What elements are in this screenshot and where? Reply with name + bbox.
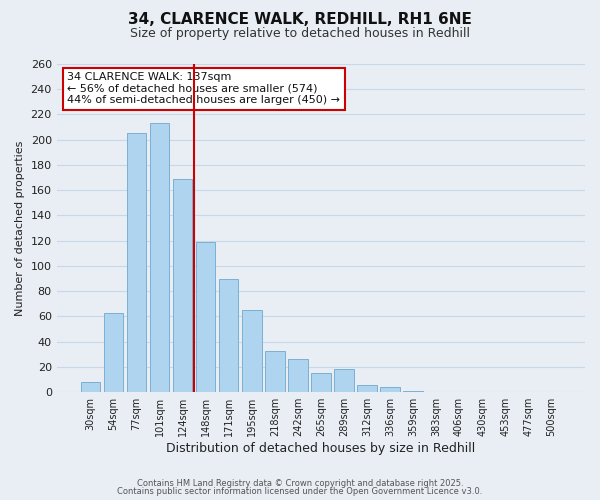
Bar	[80, 382, 100, 392]
Bar	[219, 278, 238, 392]
Bar	[242, 310, 262, 392]
Bar	[380, 387, 400, 392]
Bar	[357, 384, 377, 392]
Bar	[265, 350, 284, 392]
Bar	[311, 374, 331, 392]
Bar	[150, 124, 169, 392]
X-axis label: Distribution of detached houses by size in Redhill: Distribution of detached houses by size …	[166, 442, 475, 455]
Y-axis label: Number of detached properties: Number of detached properties	[15, 140, 25, 316]
Bar	[403, 391, 423, 392]
Text: Contains public sector information licensed under the Open Government Licence v3: Contains public sector information licen…	[118, 487, 482, 496]
Text: 34, CLARENCE WALK, REDHILL, RH1 6NE: 34, CLARENCE WALK, REDHILL, RH1 6NE	[128, 12, 472, 28]
Bar	[104, 312, 123, 392]
Text: Size of property relative to detached houses in Redhill: Size of property relative to detached ho…	[130, 28, 470, 40]
Bar	[127, 134, 146, 392]
Bar	[288, 360, 308, 392]
Bar	[196, 242, 215, 392]
Text: Contains HM Land Registry data © Crown copyright and database right 2025.: Contains HM Land Registry data © Crown c…	[137, 478, 463, 488]
Bar	[334, 370, 353, 392]
Text: 34 CLARENCE WALK: 137sqm
← 56% of detached houses are smaller (574)
44% of semi-: 34 CLARENCE WALK: 137sqm ← 56% of detach…	[67, 72, 340, 106]
Bar	[173, 179, 193, 392]
